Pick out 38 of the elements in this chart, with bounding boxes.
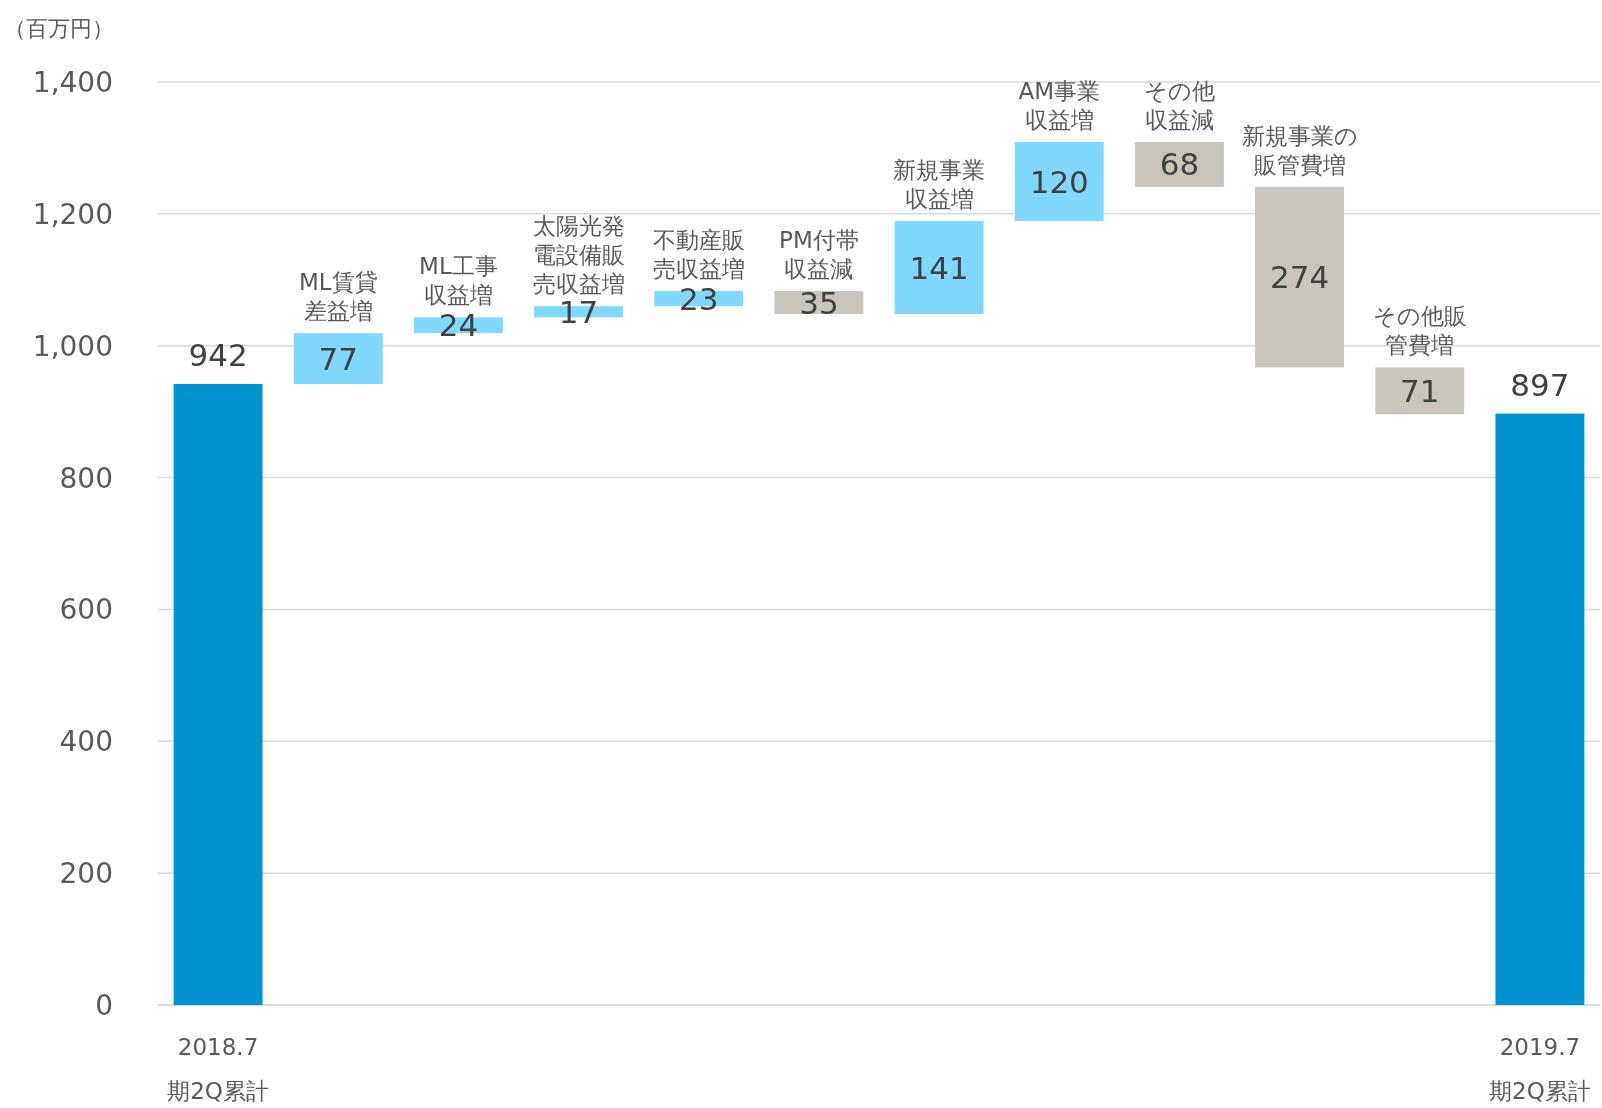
data-label: 141 [909,249,969,286]
x-tick-label: ML賃貸差益増 [298,269,378,325]
y-tick-label: 800 [59,461,113,495]
y-tick-label: 600 [59,593,113,627]
y-tick-label: 200 [59,857,113,891]
bar [894,221,984,315]
y-tick-label: 1,200 [32,197,113,231]
x-tick-label: 新規事業の販管費増 [1241,122,1358,178]
data-label: 68 [1159,146,1200,183]
data-label: 77 [318,340,358,377]
data-label: 942 [188,336,248,373]
y-tick-label: 400 [59,725,113,759]
bar [1255,186,1345,368]
x-tick-label: 2019.7期2Q累計 [1489,1034,1591,1104]
y-tick-label: 0 [95,989,113,1022]
y-tick-label: 1,400 [32,66,113,99]
bar [173,383,263,1005]
data-label: 897 [1510,366,1570,403]
bar [293,333,383,384]
data-label: 35 [799,284,839,321]
y-tick-label: 1,000 [32,329,113,363]
y-axis-title: （百万円） [4,16,114,41]
bar [1375,367,1465,415]
x-tick-label: その他収益減 [1143,78,1215,133]
x-tick-label: AM事業収益増 [1018,78,1101,133]
data-label: 120 [1029,163,1089,200]
data-label: 24 [438,307,479,344]
x-tick-label: ML工事収益増 [419,253,498,309]
x-tick-label: 2018.7期2Q累計 [167,1034,269,1104]
data-label: 274 [1270,259,1330,296]
bar [1014,142,1104,222]
x-tick-label: 太陽光発電設備販売収益増 [532,213,625,298]
bar [1495,413,1585,1005]
data-label: 71 [1400,372,1440,409]
x-tick-label: PM付帯収益減 [779,226,859,282]
x-tick-label: その他販管費増 [1372,303,1467,359]
x-tick-label: 新規事業収益増 [893,157,986,213]
x-tick-label: 不動産販売収益増 [652,226,745,282]
